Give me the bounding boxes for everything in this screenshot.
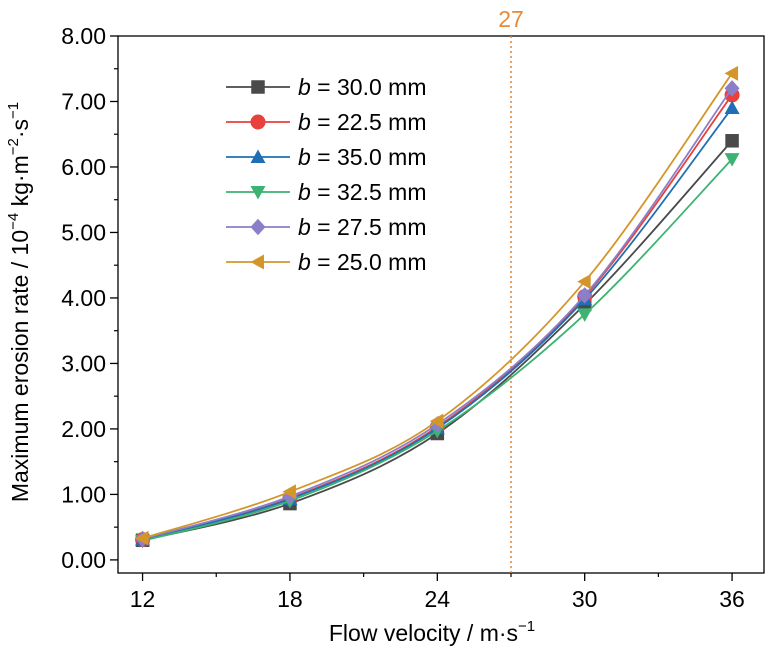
x-axis-title: Flow velocity / m·s−1 bbox=[329, 618, 535, 646]
legend-item: b = 22.5 mm bbox=[226, 109, 426, 135]
legend-item: b = 27.5 mm bbox=[226, 214, 426, 240]
y-tick-label: 5.00 bbox=[61, 219, 106, 245]
data-point bbox=[429, 413, 444, 429]
y-tick-label: 1.00 bbox=[61, 481, 106, 507]
series-line bbox=[142, 87, 733, 540]
data-point bbox=[577, 287, 593, 304]
y-tick-label: 4.00 bbox=[61, 285, 106, 311]
x-tick-label: 36 bbox=[719, 586, 745, 612]
series-3 bbox=[135, 100, 740, 546]
legend-marker bbox=[250, 218, 266, 236]
series-5 bbox=[135, 80, 740, 548]
legend-marker bbox=[251, 80, 265, 94]
legend-label: b = 27.5 mm bbox=[298, 214, 426, 240]
y-tick-label: 7.00 bbox=[61, 88, 106, 114]
y-tick-label: 2.00 bbox=[61, 416, 106, 442]
series-line bbox=[142, 140, 733, 542]
legend: b = 30.0 mm b = 22.5 mm b = 35.0 mm b = 32.… bbox=[226, 74, 426, 275]
reference-line-group: 27 bbox=[498, 6, 524, 573]
data-point bbox=[724, 153, 740, 167]
y-tick-label: 6.00 bbox=[61, 154, 106, 180]
y-tick-label: 3.00 bbox=[61, 350, 106, 376]
legend-item: b = 35.0 mm bbox=[226, 144, 426, 170]
plot-area-border bbox=[117, 35, 765, 574]
legend-label: b = 22.5 mm bbox=[298, 109, 426, 135]
x-tick-label: 12 bbox=[130, 586, 156, 612]
x-tick-label: 18 bbox=[277, 586, 303, 612]
series-line bbox=[142, 72, 733, 540]
y-tick-label: 0.00 bbox=[61, 547, 106, 573]
legend-marker bbox=[250, 149, 266, 163]
legend-item: b = 32.5 mm bbox=[226, 179, 426, 205]
data-point bbox=[725, 134, 739, 148]
legend-marker bbox=[250, 254, 264, 270]
series-line bbox=[142, 94, 733, 541]
data-point bbox=[577, 274, 591, 290]
series-group bbox=[135, 65, 740, 549]
data-point bbox=[282, 484, 296, 500]
series-line bbox=[142, 158, 733, 542]
legend-marker bbox=[250, 186, 266, 200]
legend-label: b = 25.0 mm bbox=[298, 249, 426, 275]
series-6 bbox=[135, 65, 739, 546]
legend-item: b = 30.0 mm bbox=[226, 74, 426, 100]
legend-label: b = 32.5 mm bbox=[298, 179, 426, 205]
data-point bbox=[724, 65, 739, 81]
x-tick-label: 24 bbox=[425, 586, 451, 612]
series-line bbox=[142, 107, 733, 541]
legend-item: b = 25.0 mm bbox=[226, 249, 426, 275]
series-2 bbox=[135, 87, 740, 548]
data-point bbox=[577, 308, 593, 322]
axis-ticks: 12 18 24 30 36 0.00 1.00 2.00 3.00 4.00 5.00 6.00 7.… bbox=[61, 23, 745, 612]
legend-label: b = 35.0 mm bbox=[298, 144, 426, 170]
data-point bbox=[724, 100, 740, 115]
y-axis-title: Maximum erosion rate / 10−4 kg·m−2·s−1 bbox=[5, 102, 33, 502]
legend-label: b = 30.0 mm bbox=[298, 74, 426, 100]
data-point bbox=[135, 530, 149, 546]
reference-line-label: 27 bbox=[498, 6, 524, 32]
data-point bbox=[724, 80, 740, 97]
plot-frame bbox=[117, 35, 765, 574]
y-tick-label: 8.00 bbox=[61, 23, 106, 49]
x-tick-label: 30 bbox=[572, 586, 598, 612]
legend-marker bbox=[250, 114, 266, 130]
